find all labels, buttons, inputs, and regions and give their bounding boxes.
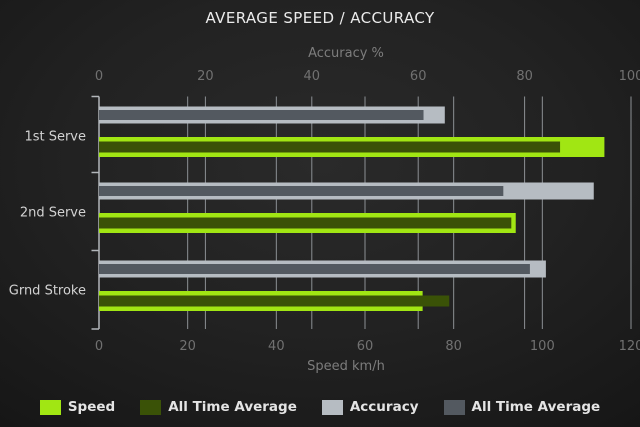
top-axis-title: Accuracy % [308, 46, 384, 61]
legend-swatch-icon [140, 399, 162, 415]
top-tick-label-100: 100 [619, 69, 640, 84]
legend-swatch-icon [39, 399, 61, 415]
bar-speed-alltime-1 [99, 217, 512, 229]
bar-accuracy-alltime-0 [99, 110, 424, 120]
legend-label: All Time Average [471, 399, 601, 415]
top-tick-label-40: 40 [304, 69, 321, 84]
top-tick-label-0: 0 [95, 69, 103, 84]
legend-swatch-icon [321, 399, 343, 415]
category-label-2: Grnd Stroke [9, 284, 86, 299]
chart-title: AVERAGE SPEED / ACCURACY [205, 9, 435, 27]
bottom-tick-label-20: 20 [179, 339, 196, 354]
bottom-tick-label-60: 60 [357, 339, 374, 354]
top-tick-label-60: 60 [410, 69, 427, 84]
legend-item-2: Accuracy [321, 399, 419, 415]
legend-swatch-icon [443, 399, 465, 415]
legend-label: Speed [67, 399, 116, 415]
bottom-axis-title: Speed km/h [307, 359, 385, 374]
category-label-0: 1st Serve [24, 130, 86, 145]
bar-speed-alltime-0 [99, 141, 561, 153]
bar-speed-alltime-2 [99, 295, 450, 307]
legend-item-0: Speed [39, 399, 116, 415]
legend-item-3: All Time Average [443, 399, 601, 415]
bar-accuracy-alltime-2 [99, 264, 530, 274]
bottom-tick-label-0: 0 [95, 339, 103, 354]
bottom-tick-label-40: 40 [268, 339, 285, 354]
legend-label: All Time Average [168, 399, 297, 415]
top-tick-label-20: 20 [197, 69, 214, 84]
top-tick-label-80: 80 [516, 69, 533, 84]
category-label-1: 2nd Serve [20, 206, 86, 221]
legend-label: Accuracy [349, 399, 419, 415]
bar-accuracy-alltime-1 [99, 186, 504, 196]
legend-item-1: All Time Average [140, 399, 297, 415]
chart-legend: Speed All Time Average Accuracy All Time Av… [0, 396, 640, 418]
bottom-tick-label-120: 120 [619, 339, 640, 354]
bottom-tick-label-80: 80 [445, 339, 462, 354]
bottom-tick-label-100: 100 [530, 339, 555, 354]
